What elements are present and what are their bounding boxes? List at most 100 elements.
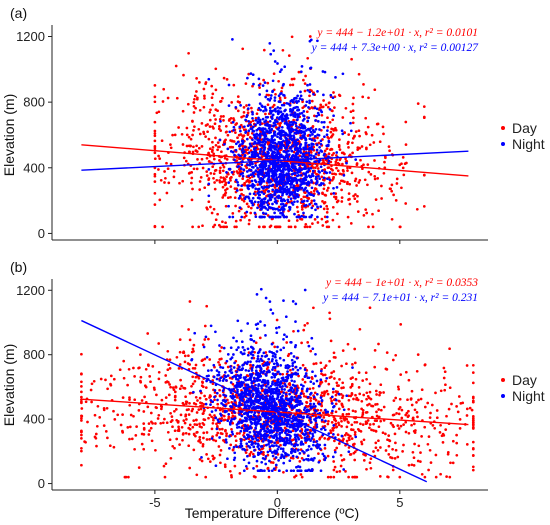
panel-b-day-point [404,420,408,424]
panel-b-day-point [80,446,83,450]
panel-b-day-point [471,381,475,385]
panel-a-day-point [247,205,250,208]
panel-b-day-point [397,412,401,416]
panel-a-day-point [395,177,399,181]
panel-a-night-point [243,125,246,129]
panel-a-day-point [329,192,333,196]
panel-a-night-point [293,212,296,216]
panel-b-day-point [216,402,220,406]
panel-a-day-point [361,95,365,99]
panel-a-night-point [246,163,249,167]
panel-b-day-point [379,408,383,412]
panel-a-day-point [304,222,308,226]
panel-a-night-point [263,135,267,139]
panel-a-day-point [383,160,386,164]
panel-a-night-point [313,139,317,142]
panel-b-day-point [104,378,107,382]
panel-b-day-point [238,432,241,435]
panel-b-day-point [213,414,216,417]
panel-a-day-point [343,152,346,156]
panel-b-day-point [374,429,378,433]
panel-a-day-point [243,215,246,219]
panel-b-night-point [271,357,274,361]
panel-a-day-point [190,176,194,180]
panel-a-night-point [277,132,281,135]
panel-b-day-point [219,449,223,452]
panel-a-night-point [308,137,312,141]
panel-a-day-point [213,223,217,227]
panel-a-day-point [234,131,237,134]
panel-a-night-point [322,120,326,124]
panel-a-day-point [277,205,281,209]
panel-b-day-point [220,427,224,431]
panel-a-night-point [271,161,275,165]
panel-a-day-point [204,124,208,127]
panel-a-day-point [349,110,353,114]
panel-b-day-point [192,448,196,452]
panel-a-night-point [312,194,315,197]
panel-a-night-point [207,194,211,198]
panel-b-day-point [154,422,157,425]
panel-a-night-point [295,179,299,183]
panel-b-day-point [187,328,190,331]
panel-a-night-point [273,166,277,169]
panel-a-day-point [210,211,214,215]
panel-b-day-point [423,475,427,479]
panel-b-day-point [353,430,357,434]
panel-b-day-point [364,454,367,457]
panel-a-day-point [353,179,357,183]
panel-b-day-point [214,439,218,443]
panel-b-day-point [249,363,252,367]
panel-a-day-point [388,149,391,153]
panel-b-night-point [232,353,235,356]
panel-a-day-point [169,162,173,166]
panel-b-day-point [379,383,383,387]
panel-a-night-point [283,199,287,203]
panel-a-day-point [211,148,214,152]
panel-a-night-point [256,196,260,200]
panel-b-day-point [323,366,327,370]
panel-a-night-point [308,99,311,103]
panel-a-day-point [348,202,352,206]
panel-b-day-point [448,475,452,479]
panel-b-day-point [205,431,209,434]
panel-a-night-point [328,107,332,111]
panel-a-night-point [299,183,302,187]
panel-a-night-point [250,127,254,131]
panel-b-day-point [471,465,475,469]
panel-b-day-point [226,365,230,369]
panel-a-night-point [266,173,269,177]
panel-a-day-point [367,225,370,229]
panel-a-night-point [288,137,292,140]
panel-b-day-point [415,369,419,373]
panel-a-night-point [296,169,300,173]
panel-b-day-point [292,329,295,333]
panel-a-night-point [228,130,232,134]
panel-a-day-point [331,205,335,209]
panel-b-night-point [296,368,300,372]
panel-b-day-point [446,451,450,454]
panel-a-legend-day-label: Day [512,120,537,136]
panel-b-day-point [412,422,416,426]
panel-a-night-point [266,152,270,156]
panel-a-day-point [166,96,170,100]
panel-a-day-point [324,194,328,197]
panel-b-day-point [93,413,97,417]
panel-b-day-point [176,421,180,424]
panel-a-night-point [257,200,260,204]
panel-a-day-point [219,100,222,103]
panel-a-day-point [193,125,196,129]
panel-a-day-point [226,133,230,137]
panel-a-day-point [245,180,248,183]
panel-a-day-point [323,149,327,153]
panel-a-night-point [287,153,291,157]
panel-a-night-point [236,181,239,184]
panel-a-day-point [330,134,334,138]
panel-b-night-point [240,426,244,430]
panel-a-night-point [277,140,281,144]
panel-b-day-point [323,373,327,377]
panel-b-day-point [368,426,371,430]
panel-a-night-point [264,115,268,119]
panel-b-day-point [94,432,98,436]
panel-b-day-point [335,384,339,387]
